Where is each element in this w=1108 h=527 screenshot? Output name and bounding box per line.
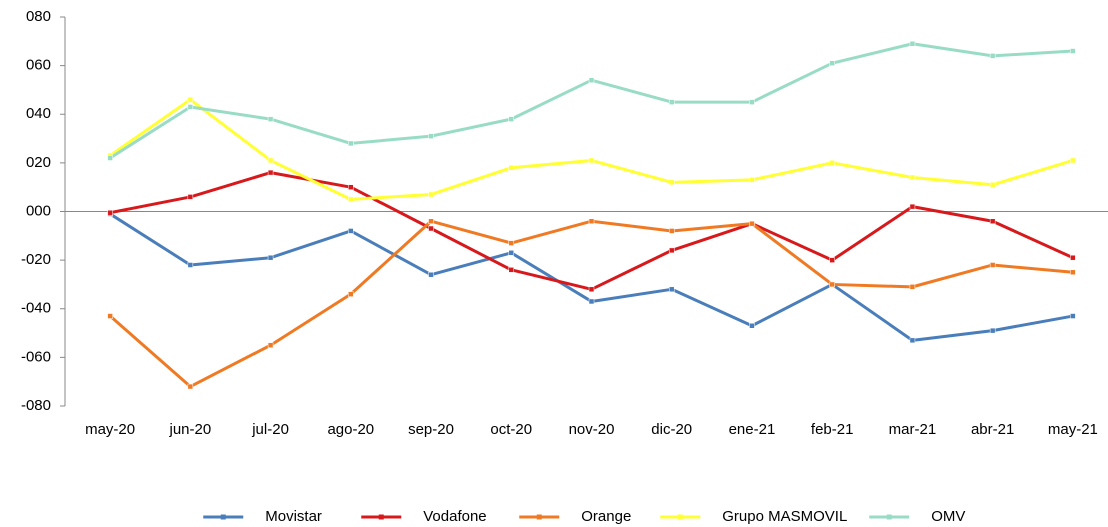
x-tick-label: ene-21	[729, 421, 776, 438]
legend-label: OMV	[931, 508, 965, 525]
x-tick-label: oct-20	[490, 421, 532, 438]
point-marker	[267, 254, 274, 261]
legend-marker	[886, 514, 892, 520]
point-marker	[989, 262, 996, 268]
point-marker	[187, 383, 194, 390]
point-marker	[909, 174, 916, 181]
point-marker	[428, 271, 434, 278]
x-tick-label: dic-20	[651, 421, 692, 438]
point-marker	[749, 99, 755, 105]
point-marker	[668, 228, 675, 234]
point-marker	[588, 77, 595, 83]
x-tick-label: nov-20	[569, 421, 615, 438]
point-marker	[588, 298, 595, 305]
point-marker	[668, 247, 675, 254]
point-marker	[829, 60, 835, 66]
point-marker	[187, 262, 194, 268]
point-marker	[508, 267, 515, 273]
point-marker	[1070, 269, 1076, 276]
legend-label: Movistar	[265, 508, 322, 525]
point-marker	[508, 116, 515, 122]
series-line	[109, 98, 1074, 201]
y-tick-label: -040	[21, 300, 51, 317]
x-tick-label: may-21	[1048, 421, 1098, 438]
legend-label: Grupo MASMOVIL	[722, 508, 847, 525]
point-marker	[348, 140, 354, 147]
point-marker	[107, 155, 113, 161]
point-marker	[829, 281, 835, 288]
point-marker	[1070, 254, 1076, 261]
point-marker	[1070, 48, 1076, 54]
point-marker	[187, 96, 194, 103]
point-marker	[668, 286, 675, 293]
point-marker	[508, 240, 515, 246]
point-marker	[348, 184, 354, 190]
x-tick-label: sep-20	[408, 421, 454, 438]
point-marker	[989, 182, 996, 188]
point-marker	[187, 194, 194, 200]
x-tick-label: abr-21	[971, 421, 1014, 438]
point-marker	[348, 196, 354, 203]
point-marker	[1070, 157, 1076, 164]
point-marker	[588, 286, 595, 293]
point-marker	[428, 191, 434, 198]
y-tick-label: 000	[26, 202, 51, 219]
point-marker	[909, 40, 916, 47]
point-marker	[909, 337, 916, 344]
point-marker	[267, 116, 274, 122]
point-marker	[428, 133, 434, 139]
point-marker	[829, 160, 835, 166]
point-marker	[428, 225, 434, 232]
y-tick-label: 060	[26, 57, 51, 74]
x-tick-label: jul-20	[251, 421, 289, 438]
point-marker	[909, 203, 916, 210]
point-marker	[107, 209, 113, 216]
point-marker	[749, 177, 755, 183]
y-tick-label: -060	[21, 348, 51, 365]
point-marker	[107, 313, 113, 319]
legend-marker	[536, 514, 542, 520]
point-marker	[348, 291, 354, 297]
point-marker	[749, 323, 755, 329]
point-marker	[267, 169, 274, 176]
point-marker	[508, 164, 515, 171]
point-marker	[348, 228, 354, 234]
legend-marker	[378, 514, 384, 520]
y-tick-label: -020	[21, 251, 51, 268]
y-tick-label: 040	[26, 105, 51, 122]
point-marker	[668, 179, 675, 186]
x-tick-label: jun-20	[168, 421, 211, 438]
point-marker	[1070, 313, 1076, 319]
series-line	[109, 42, 1073, 160]
y-tick-label: 080	[26, 8, 51, 25]
point-marker	[267, 342, 274, 348]
y-tick-label: -080	[21, 397, 51, 414]
series-line	[109, 212, 1074, 342]
point-marker	[668, 99, 675, 105]
point-marker	[749, 220, 755, 227]
x-tick-label: ago-20	[327, 421, 374, 438]
point-marker	[989, 218, 996, 224]
point-marker	[909, 284, 916, 290]
y-tick-label: 020	[26, 154, 51, 171]
point-marker	[989, 53, 996, 59]
point-marker	[989, 327, 996, 334]
point-marker	[588, 157, 595, 164]
point-marker	[187, 104, 194, 110]
legend-marker	[220, 514, 226, 520]
legend-marker	[677, 514, 683, 520]
x-tick-label: may-20	[85, 421, 135, 438]
point-marker	[588, 218, 595, 224]
x-tick-label: feb-21	[811, 421, 854, 438]
x-tick-label: mar-21	[889, 421, 937, 438]
point-marker	[428, 218, 434, 224]
point-marker	[508, 250, 515, 256]
series-line	[109, 171, 1074, 291]
legend-label: Orange	[581, 508, 631, 525]
point-marker	[829, 257, 835, 263]
point-marker	[267, 157, 274, 164]
legend-label: Vodafone	[423, 508, 486, 525]
